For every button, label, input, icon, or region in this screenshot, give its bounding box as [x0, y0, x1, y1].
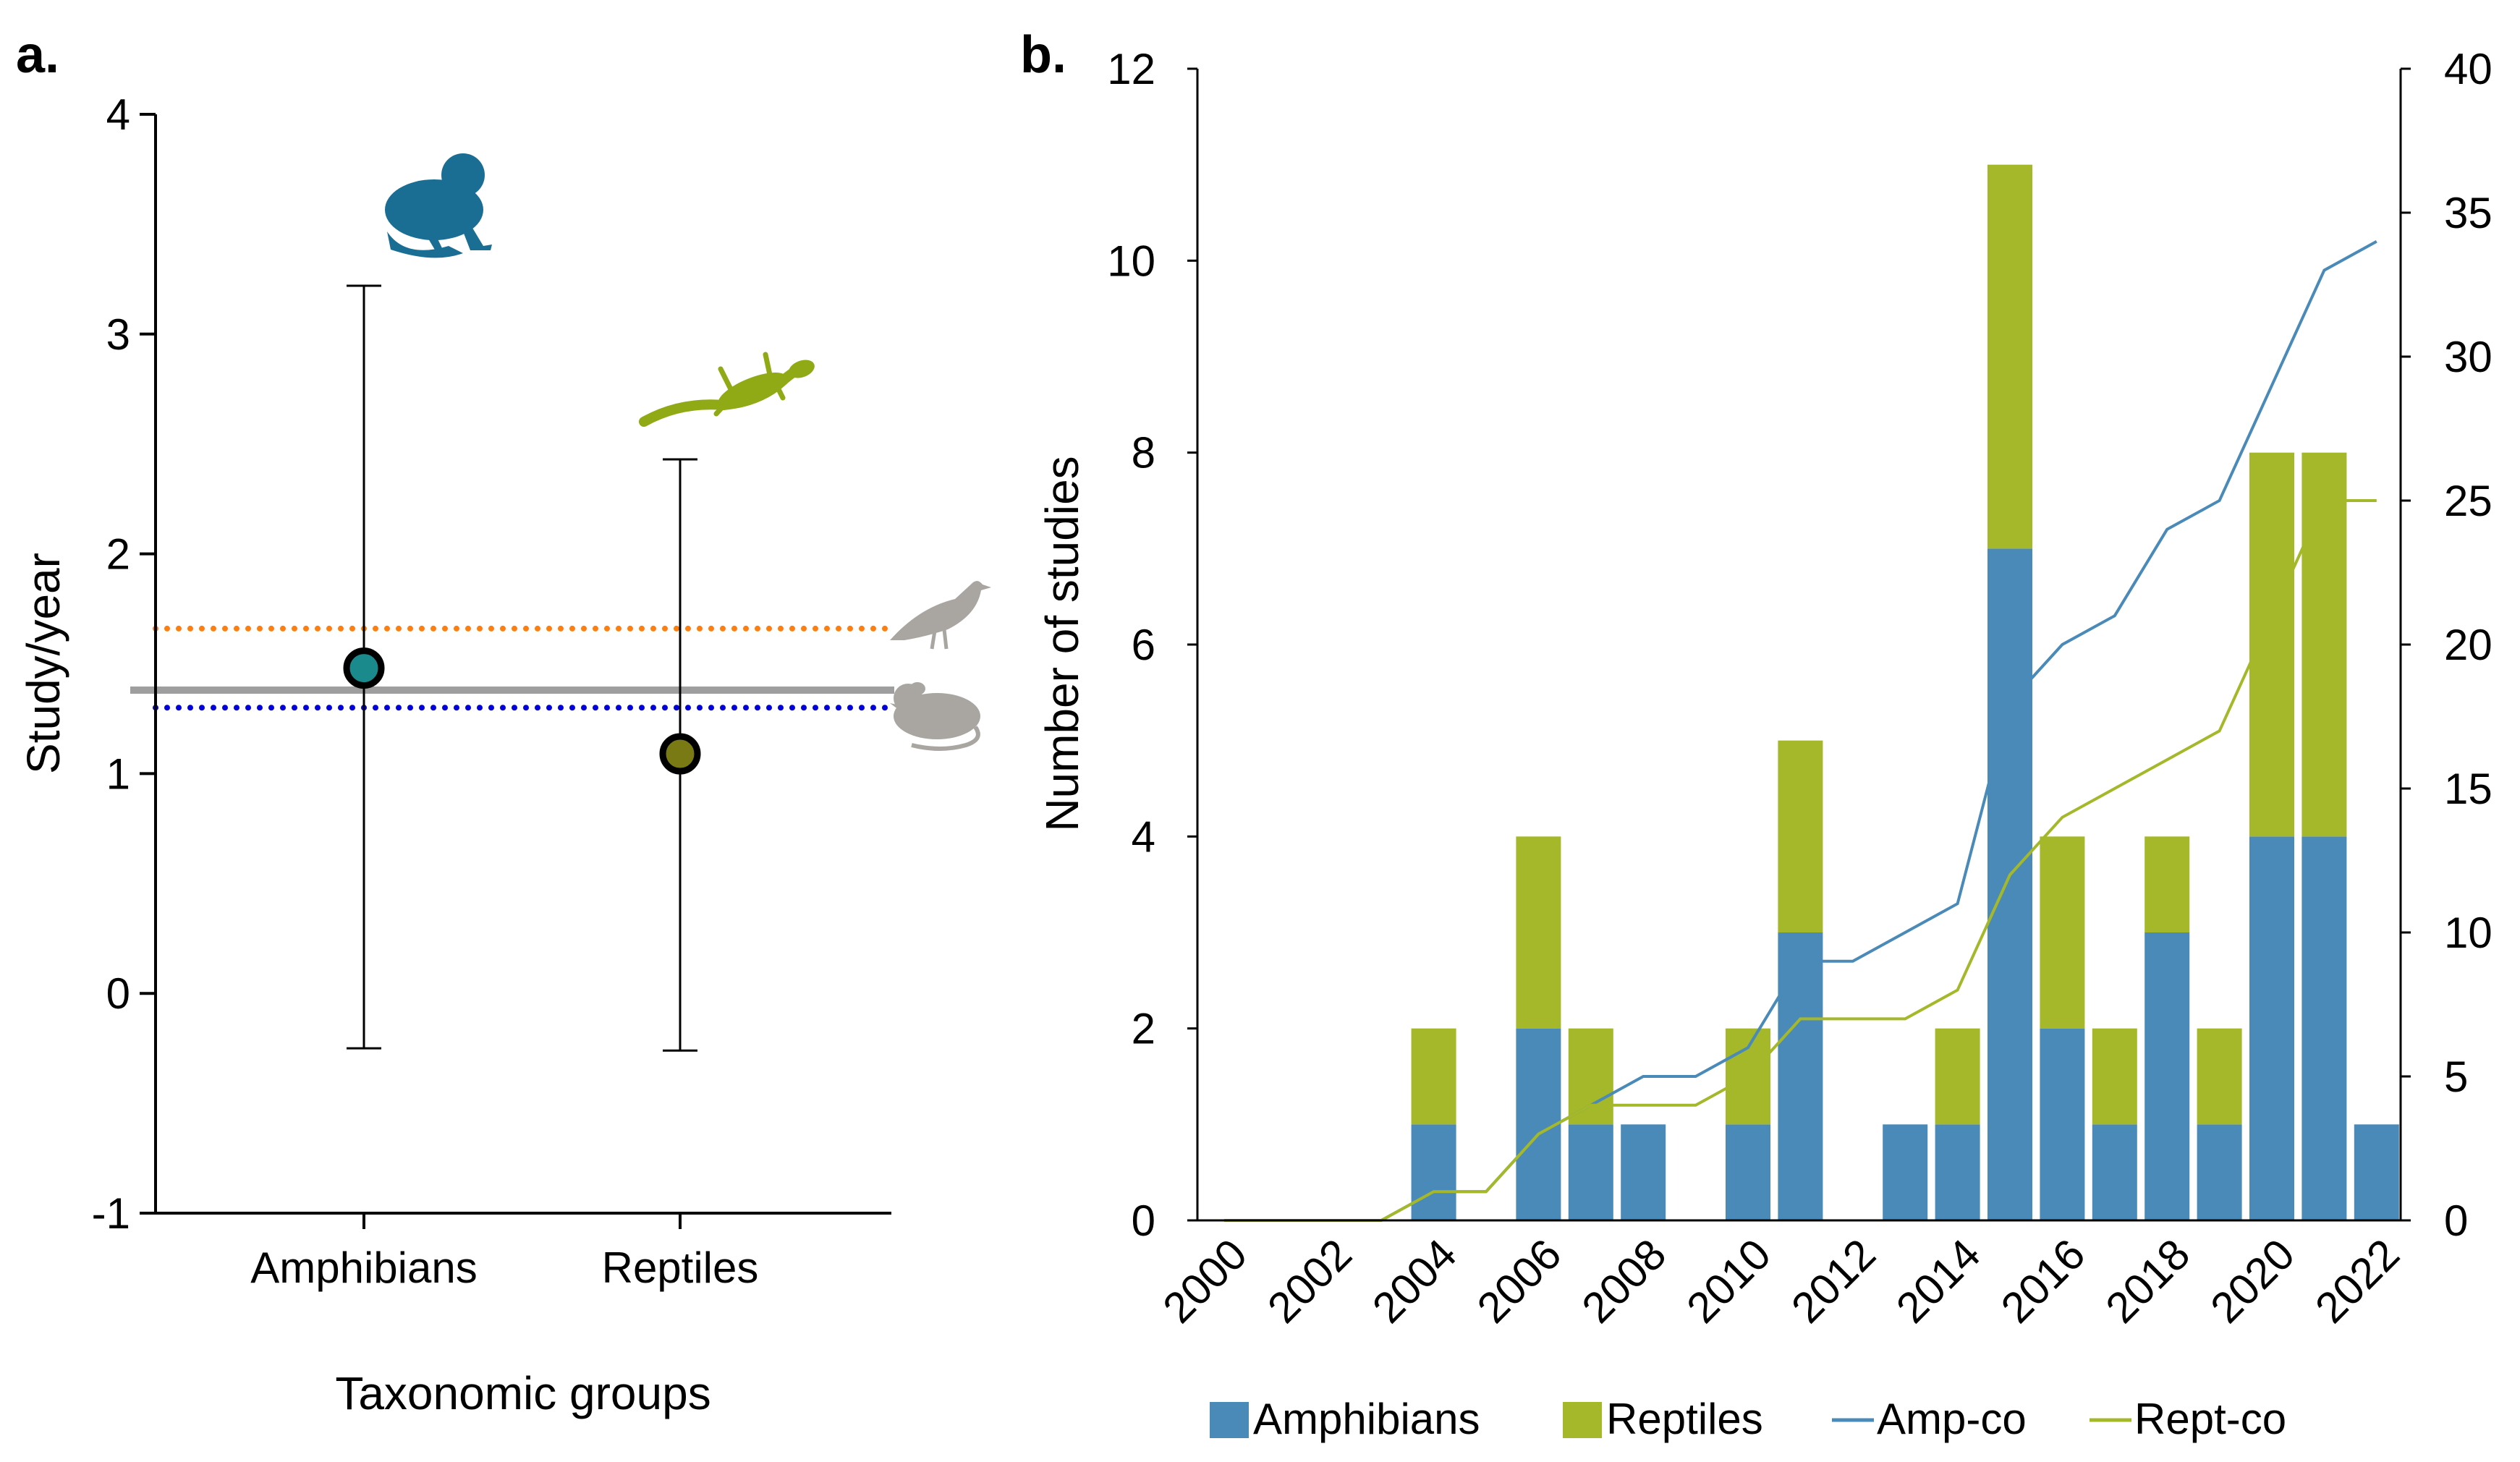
b-y-axis-title: Number of studies [1036, 456, 1088, 831]
b-y2-ticks: 0 5 10 15 20 25 30 35 40 [2401, 45, 2493, 1245]
b-y2-tick-label: 10 [2444, 909, 2493, 957]
bar-reptiles-2014 [1935, 1028, 1980, 1125]
bar-amphibians-2008 [1621, 1124, 1666, 1220]
a-x-axis-title: Taxonomic groups [335, 1367, 710, 1419]
b-x-tick-label: 2014 [1887, 1230, 1990, 1333]
reference-lines [130, 625, 894, 711]
a-x-tick-label: Amphibians [250, 1244, 478, 1292]
frog-icon [385, 153, 492, 258]
b-y-tick-label: 12 [1107, 45, 1155, 93]
a-x-tick-label: Reptiles [602, 1244, 759, 1292]
legend-swatch-reptiles [1563, 1402, 1602, 1438]
bird-icon [890, 581, 991, 650]
b-y2-tick-label: 35 [2444, 189, 2493, 237]
b-y2-tick-label: 0 [2444, 1197, 2468, 1245]
bar-amphibians-2021 [2301, 836, 2347, 1220]
b-x-tick-label: 2018 [2097, 1230, 2199, 1333]
b-y-tick-label: 2 [1132, 1005, 1155, 1053]
bar-amphibians-2010 [1726, 1124, 1770, 1220]
bar-amphibians-2018 [2144, 932, 2190, 1220]
a-y-ticks: 4 3 2 1 0 -1 [92, 90, 156, 1238]
bar-reptiles-2011 [1778, 740, 1823, 932]
panel-a-chart: a. 4 3 2 1 0 -1 Amphibians Reptiles Study/year… [16, 26, 991, 1419]
legend-label-reptiles: Reptiles [1606, 1395, 1763, 1443]
panel-a-label: a. [16, 26, 59, 84]
bar-amphibians-2013 [1883, 1124, 1928, 1220]
b-x-ticks: 2000 2002 2004 2006 2008 2010 2012 2014 2016 2018… [1153, 1230, 2409, 1333]
bar-amphibians-2011 [1778, 932, 1823, 1220]
bar-amphibians-2007 [1568, 1124, 1613, 1220]
line-rept-co [1224, 499, 2377, 1222]
b-x-tick-label: 2022 [2306, 1230, 2409, 1333]
b-y-tick-label: 8 [1132, 429, 1155, 477]
legend-label-rept-co: Rept-co [2134, 1395, 2286, 1443]
a-y-tick-label: 4 [106, 90, 130, 139]
bar-amphibians-2019 [2197, 1124, 2242, 1220]
b-x-tick-label: 2010 [1677, 1230, 1780, 1333]
b-x-tick-label: 2012 [1782, 1230, 1885, 1333]
bar-amphibians-2020 [2249, 836, 2294, 1220]
bar-amphibians-2004 [1411, 1124, 1456, 1220]
bar-reptiles-2021 [2301, 452, 2347, 837]
bar-reptiles-2006 [1516, 836, 1561, 1029]
b-x-tick-label: 2002 [1258, 1230, 1361, 1333]
b-y-ticks: 0 2 4 6 8 10 12 [1107, 45, 1197, 1245]
a-x-ticks: Amphibians Reptiles [250, 1213, 758, 1292]
b-x-tick-label: 2006 [1468, 1230, 1571, 1333]
b-y2-tick-label: 30 [2444, 333, 2493, 381]
bar-amphibians-2016 [2040, 1028, 2085, 1220]
legend-swatch-amphibians [1210, 1402, 1249, 1438]
a-points [343, 284, 701, 1052]
bar-reptiles-2016 [2040, 836, 2085, 1029]
b-y2-tick-label: 15 [2444, 765, 2493, 813]
rodent-icon [890, 682, 980, 751]
b-x-tick-label: 2020 [2201, 1230, 2304, 1333]
b-y-tick-label: 0 [1132, 1197, 1155, 1245]
bar-amphibians-2014 [1935, 1124, 1980, 1220]
bar-amphibians-2017 [2092, 1124, 2137, 1220]
legend: Amphibians Reptiles Amp-co Rept-co [1210, 1395, 2286, 1443]
bar-reptiles-2020 [2249, 452, 2294, 837]
bar-reptiles-2017 [2092, 1028, 2137, 1125]
a-y-axis-title: Study/year [17, 553, 69, 774]
b-y2-tick-label: 40 [2444, 45, 2493, 93]
bar-amphibians-2022 [2354, 1124, 2399, 1220]
a-y-tick-label: 1 [106, 749, 130, 798]
b-x-tick-label: 2008 [1573, 1230, 1676, 1333]
legend-label-amp-co: Amp-co [1877, 1395, 2027, 1443]
b-bars [1411, 164, 2399, 1220]
a-y-tick-label: 0 [106, 969, 130, 1018]
b-lines [1224, 240, 2377, 1222]
a-y-tick-label: 2 [106, 530, 130, 579]
mean-point-reptiles [659, 733, 701, 775]
bar-reptiles-2019 [2197, 1028, 2242, 1125]
a-y-tick-label: -1 [92, 1189, 130, 1238]
mean-point-amphibians [343, 647, 385, 689]
bar-reptiles-2018 [2144, 836, 2190, 932]
bar-reptiles-2004 [1411, 1028, 1456, 1125]
b-y2-tick-label: 20 [2444, 621, 2493, 669]
b-y2-tick-label: 25 [2444, 477, 2493, 525]
panel-b-label: b. [1020, 26, 1066, 84]
bar-reptiles-2015 [1987, 164, 2032, 549]
b-y-tick-label: 4 [1132, 812, 1155, 861]
b-x-tick-label: 2004 [1363, 1230, 1466, 1333]
b-x-tick-label: 2000 [1153, 1230, 1256, 1333]
a-y-tick-label: 3 [106, 310, 130, 359]
bar-amphibians-2015 [1987, 548, 2032, 1220]
b-y2-tick-label: 5 [2444, 1053, 2468, 1101]
b-y-tick-label: 10 [1107, 237, 1155, 285]
lizard-icon [639, 352, 815, 427]
legend-label-amphibians: Amphibians [1253, 1395, 1480, 1443]
b-x-tick-label: 2016 [1992, 1230, 2095, 1333]
bar-reptiles-2007 [1568, 1028, 1613, 1125]
b-y-tick-label: 6 [1132, 621, 1155, 669]
